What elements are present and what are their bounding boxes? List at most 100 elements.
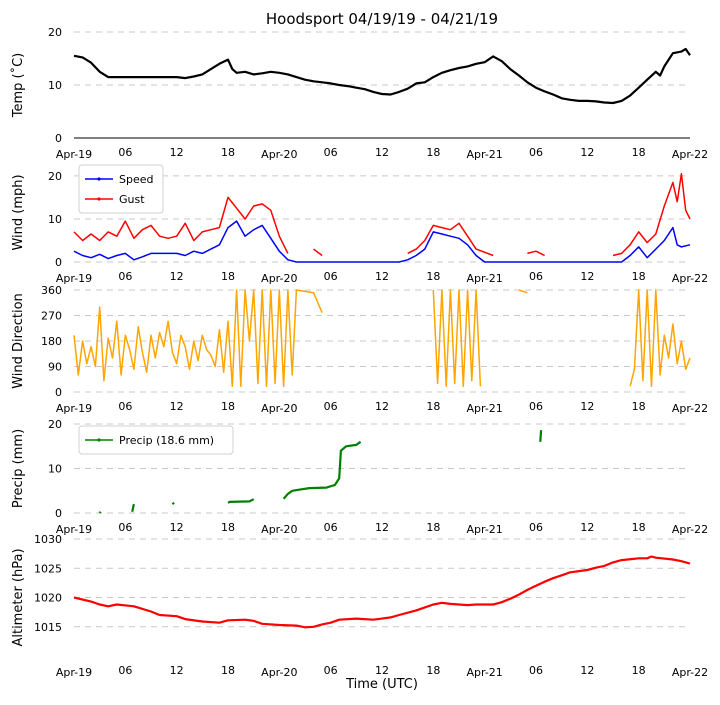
x-tick-label: 12 bbox=[375, 521, 389, 534]
x-tick-label: Apr-20 bbox=[261, 402, 297, 415]
legend-label: Precip (18.6 mm) bbox=[119, 434, 214, 447]
x-tick-label: 18 bbox=[221, 521, 235, 534]
legend-marker bbox=[97, 438, 101, 442]
legend-box bbox=[78, 425, 234, 455]
series-line-gust bbox=[73, 173, 691, 257]
x-tick-label: 18 bbox=[632, 664, 646, 677]
legend-marker bbox=[97, 197, 101, 201]
x-tick-label: 18 bbox=[221, 400, 235, 413]
x-tick-label: Apr-21 bbox=[467, 402, 503, 415]
x-tick-label: 18 bbox=[426, 521, 440, 534]
x-tick-label: Apr-22 bbox=[672, 272, 708, 285]
x-tick-label: Apr-21 bbox=[467, 148, 503, 161]
x-tick-label: 18 bbox=[426, 664, 440, 677]
x-tick-label: 18 bbox=[632, 270, 646, 283]
x-tick-label: 06 bbox=[118, 521, 132, 534]
y-tick-label: 1020 bbox=[34, 592, 62, 605]
x-tick-label: Apr-21 bbox=[467, 272, 503, 285]
x-tick-label: 18 bbox=[632, 521, 646, 534]
y-axis-label: Precip (mm) bbox=[11, 429, 26, 508]
x-tick-label: 18 bbox=[221, 146, 235, 159]
y-axis-label: Wind (mph) bbox=[11, 174, 26, 250]
y-axis-label: Wind Direction bbox=[11, 293, 26, 389]
x-tick-label: 12 bbox=[580, 270, 594, 283]
x-tick-label: 12 bbox=[375, 146, 389, 159]
x-tick-label: 18 bbox=[632, 146, 646, 159]
x-axis-label: Time (UTC) bbox=[345, 677, 418, 692]
x-tick-label: 06 bbox=[324, 400, 338, 413]
x-tick-label: 18 bbox=[426, 400, 440, 413]
x-tick-label: 06 bbox=[529, 270, 543, 283]
x-tick-label: 18 bbox=[221, 664, 235, 677]
x-tick-label: 18 bbox=[426, 146, 440, 159]
x-tick-label: 12 bbox=[580, 521, 594, 534]
y-tick-label: 10 bbox=[48, 213, 62, 226]
x-tick-label: Apr-21 bbox=[467, 523, 503, 536]
x-tick-label: Apr-22 bbox=[672, 402, 708, 415]
x-tick-label: Apr-19 bbox=[56, 523, 92, 536]
x-tick-label: 18 bbox=[632, 400, 646, 413]
x-tick-label: 06 bbox=[529, 400, 543, 413]
x-tick-label: 12 bbox=[170, 664, 184, 677]
x-tick-label: 06 bbox=[118, 400, 132, 413]
y-tick-label: 0 bbox=[55, 256, 62, 269]
x-tick-label: Apr-22 bbox=[672, 148, 708, 161]
y-tick-label: 0 bbox=[55, 507, 62, 520]
x-tick-label: Apr-20 bbox=[261, 148, 297, 161]
x-tick-label: 12 bbox=[580, 146, 594, 159]
x-tick-label: Apr-22 bbox=[672, 666, 708, 679]
series-line-direction bbox=[73, 289, 691, 388]
y-tick-label: 20 bbox=[48, 418, 62, 431]
y-tick-label: 1030 bbox=[34, 533, 62, 546]
x-tick-label: 06 bbox=[529, 664, 543, 677]
y-tick-label: 360 bbox=[41, 284, 62, 297]
x-tick-label: Apr-19 bbox=[56, 402, 92, 415]
series-line-altimeter bbox=[73, 555, 691, 629]
y-tick-label: 90 bbox=[48, 361, 62, 374]
x-tick-label: 12 bbox=[170, 270, 184, 283]
chart-title: Hoodsport 04/19/19 - 04/21/19 bbox=[266, 10, 498, 28]
x-tick-label: 18 bbox=[426, 270, 440, 283]
x-tick-label: 18 bbox=[221, 270, 235, 283]
x-tick-label: Apr-20 bbox=[261, 523, 297, 536]
x-tick-label: Apr-20 bbox=[261, 272, 297, 285]
x-tick-label: 06 bbox=[529, 146, 543, 159]
y-tick-label: 20 bbox=[48, 170, 62, 183]
y-tick-label: 20 bbox=[48, 26, 62, 39]
x-tick-label: 06 bbox=[118, 270, 132, 283]
x-tick-label: 06 bbox=[118, 146, 132, 159]
x-tick-label: 06 bbox=[324, 521, 338, 534]
legend-box bbox=[78, 164, 164, 214]
x-tick-label: 12 bbox=[375, 664, 389, 677]
x-tick-label: 06 bbox=[324, 664, 338, 677]
y-tick-label: 1015 bbox=[34, 621, 62, 634]
y-tick-label: 0 bbox=[55, 132, 62, 145]
x-tick-label: Apr-20 bbox=[261, 666, 297, 679]
y-axis-label: Altimeter (hPa) bbox=[11, 548, 26, 646]
y-tick-label: 0 bbox=[55, 386, 62, 399]
x-tick-label: 06 bbox=[118, 664, 132, 677]
x-tick-label: Apr-21 bbox=[467, 666, 503, 679]
legend-marker bbox=[97, 177, 101, 181]
x-tick-label: Apr-22 bbox=[672, 523, 708, 536]
y-axis-label: Temp (˚C) bbox=[10, 53, 26, 119]
x-tick-label: 12 bbox=[375, 270, 389, 283]
x-tick-label: 12 bbox=[375, 400, 389, 413]
x-tick-label: 06 bbox=[529, 521, 543, 534]
y-tick-label: 10 bbox=[48, 463, 62, 476]
y-tick-label: 270 bbox=[41, 310, 62, 323]
x-tick-label: 12 bbox=[580, 664, 594, 677]
x-tick-label: 12 bbox=[170, 521, 184, 534]
x-tick-label: Apr-19 bbox=[56, 272, 92, 285]
series-line-speed bbox=[73, 220, 691, 263]
series-line-temperature bbox=[73, 47, 691, 105]
legend-label: Speed bbox=[119, 173, 153, 186]
x-tick-label: 12 bbox=[580, 400, 594, 413]
x-tick-label: 12 bbox=[170, 400, 184, 413]
y-tick-label: 10 bbox=[48, 79, 62, 92]
x-tick-label: Apr-19 bbox=[56, 666, 92, 679]
x-tick-label: 06 bbox=[324, 146, 338, 159]
x-tick-label: 12 bbox=[170, 146, 184, 159]
